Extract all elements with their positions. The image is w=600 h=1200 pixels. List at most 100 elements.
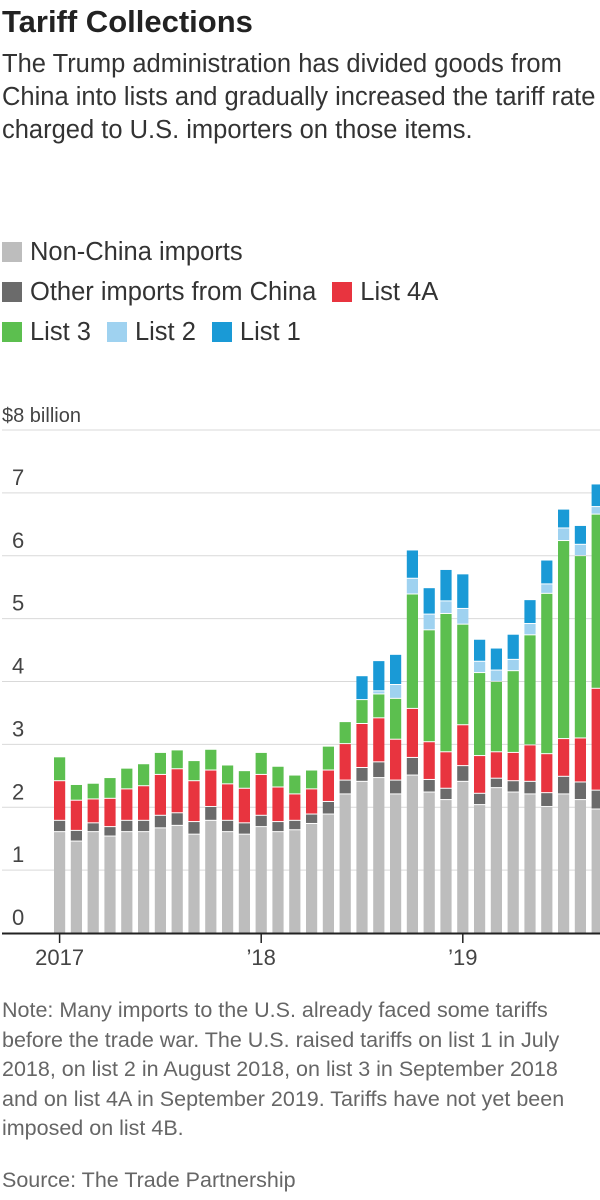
bar-segment <box>289 794 301 820</box>
bar-segment <box>104 836 116 933</box>
bar-segment <box>390 654 402 685</box>
bar-segment <box>205 806 217 820</box>
bar-segment <box>574 544 586 556</box>
bar-segment <box>507 792 519 933</box>
bar-segment <box>322 814 334 933</box>
bar-segment <box>222 765 234 784</box>
bar-segment <box>54 832 66 933</box>
bar-segment <box>272 832 284 933</box>
bar-segment <box>289 830 301 933</box>
bar-segment <box>70 841 82 933</box>
bar-segment <box>154 752 166 774</box>
bar-segment <box>373 778 385 933</box>
bar-segment <box>406 594 418 708</box>
bar-segment <box>507 671 519 752</box>
bar-segment <box>289 820 301 830</box>
bar-segment <box>490 788 502 933</box>
bar-segment <box>70 830 82 841</box>
bar-segment <box>289 775 301 794</box>
bar-segment <box>373 661 385 691</box>
bar-segment <box>524 781 536 794</box>
bar-segment <box>322 746 334 770</box>
bar-segment <box>104 778 116 798</box>
bar-segment <box>154 774 166 815</box>
chart-note: Note: Many imports to the U.S. already f… <box>2 998 565 1140</box>
bar-segment <box>188 822 200 834</box>
bar-segment <box>524 745 536 781</box>
bar-segment <box>490 681 502 752</box>
x-tick-label: ’19 <box>448 945 477 970</box>
bar-segment <box>440 569 452 601</box>
bar-segment <box>255 827 267 933</box>
chart-title: Tariff Collections <box>2 4 253 39</box>
bar-segment <box>272 766 284 787</box>
y-tick-label: 6 <box>12 528 24 553</box>
legend-swatch-list-3 <box>2 322 22 342</box>
bar-segment <box>524 600 536 624</box>
bar-segment <box>188 834 200 933</box>
bar-segment <box>356 676 368 700</box>
legend-item-list-2: List 2 <box>106 317 196 347</box>
bar-segment <box>121 768 133 789</box>
bar-segment <box>541 560 553 584</box>
legend-item-non-china: Non-China imports <box>2 238 243 267</box>
bar-segment <box>591 809 600 933</box>
bar-segment <box>390 794 402 933</box>
bar-segment <box>356 700 368 723</box>
bar-segment <box>490 778 502 788</box>
bar-segment <box>104 798 116 827</box>
x-tick-label: ’18 <box>247 945 276 970</box>
gridlines <box>2 429 600 871</box>
legend-swatch-list-4a <box>332 282 353 302</box>
y-tick-label: 4 <box>12 654 24 679</box>
bar-segment <box>339 744 351 780</box>
bar-segment <box>440 601 452 613</box>
bar-segment <box>205 749 217 770</box>
bar-segment <box>507 752 519 781</box>
bar-segment <box>541 793 553 806</box>
bar-segment <box>474 756 486 793</box>
bar-segment <box>574 800 586 933</box>
y-tick-label: 2 <box>12 779 24 804</box>
bar-segment <box>356 781 368 933</box>
bar-segment <box>406 708 418 757</box>
bar-segment <box>356 768 368 781</box>
bar-segment <box>87 799 99 823</box>
bar-segment <box>423 630 435 742</box>
bar-segment <box>524 635 536 745</box>
bar-segment <box>138 832 150 933</box>
bar-segment <box>423 779 435 792</box>
bar-segment <box>339 722 351 744</box>
bar-segment <box>322 770 334 801</box>
axes: 0 1 2 3 4 5 6 7 $8 billion 2017 ’18 ’19 <box>2 405 600 970</box>
legend-label-non-china: Non-China imports <box>30 237 243 266</box>
bar-segment <box>507 634 519 659</box>
bar-segment <box>541 754 553 793</box>
legend-swatch-non-china <box>2 242 22 262</box>
bar-segment <box>490 648 502 670</box>
bar-segment <box>322 801 334 814</box>
bar-segment <box>457 766 469 781</box>
bar-segment <box>255 774 267 815</box>
bar-segment <box>558 509 570 528</box>
bar-segment <box>222 820 234 832</box>
bar-segment <box>406 757 418 775</box>
bar-segment <box>558 739 570 776</box>
bar-segment <box>423 614 435 630</box>
legend-swatch-list-2 <box>106 322 127 342</box>
bar-segment <box>154 815 166 828</box>
bar-segment <box>87 783 99 799</box>
bar-segment <box>390 698 402 739</box>
legend-label-list-2: List 2 <box>134 317 196 346</box>
y-tick-label: 3 <box>12 716 24 741</box>
bar-segment <box>222 784 234 820</box>
bar-segment <box>558 541 570 739</box>
bar-segment <box>440 613 452 752</box>
bar-segment <box>390 685 402 698</box>
bar-segment <box>541 584 553 593</box>
bar-segment <box>171 769 183 813</box>
bar-segment <box>306 789 318 814</box>
bar-segment <box>238 834 250 933</box>
bar-segment <box>440 788 452 800</box>
bar-segment <box>474 639 486 661</box>
